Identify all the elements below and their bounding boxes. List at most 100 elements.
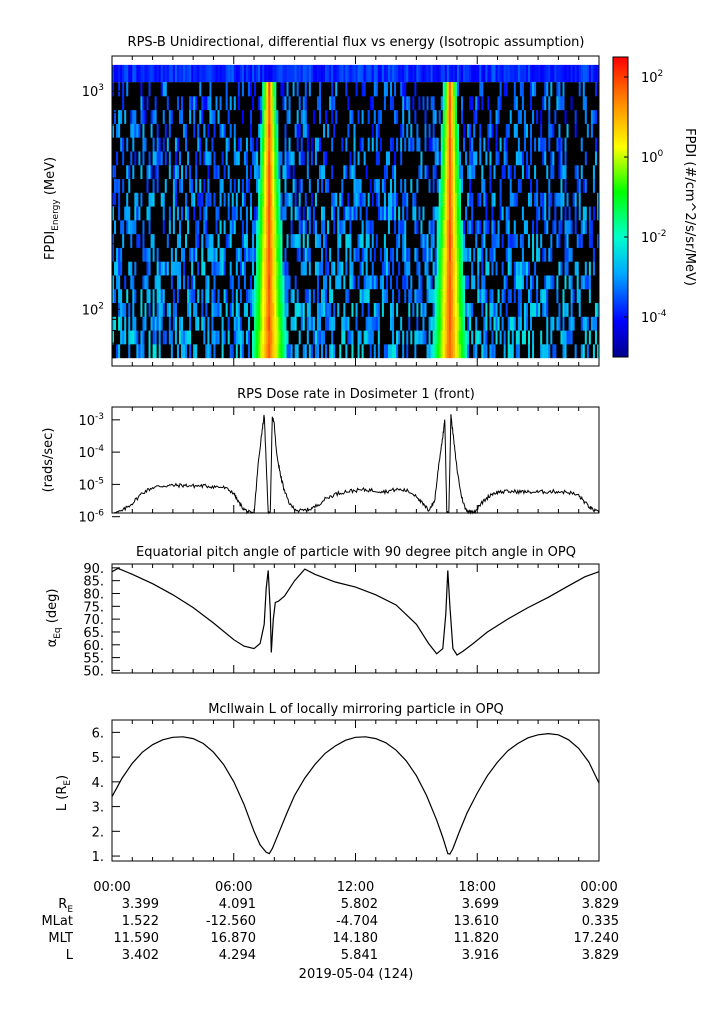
spectrogram-cell — [367, 233, 371, 248]
spectrogram-cell — [359, 288, 362, 304]
spectrogram-cell — [430, 330, 434, 345]
spectrogram-cell — [448, 137, 452, 152]
spectrogram-cell — [207, 164, 210, 180]
spectrogram-top-band-cell — [329, 64, 332, 83]
spectrogram-cell — [231, 95, 235, 111]
spectrogram-cell — [544, 206, 547, 221]
spectrogram-cell — [266, 316, 269, 331]
spectrogram-cell — [304, 247, 308, 262]
spectrogram-cell — [365, 330, 369, 345]
spectrogram-cell — [282, 206, 285, 221]
spectrogram-cell — [363, 261, 367, 276]
spectrogram-cell — [412, 82, 415, 97]
spectrogram-top-band-cell — [509, 64, 513, 83]
spectrogram-cell — [523, 206, 527, 221]
spectrogram-cell — [461, 343, 464, 359]
spectrogram-cell — [452, 288, 456, 304]
spectrogram-cell — [458, 219, 462, 235]
spectrogram-cell — [270, 261, 273, 276]
spectrogram-cell — [499, 95, 502, 111]
spectrogram-cell — [369, 233, 373, 248]
spectrogram-cell — [235, 316, 239, 331]
spectrogram-cell — [355, 302, 358, 317]
spectrogram-cell — [156, 151, 160, 166]
spectrogram-cell — [359, 330, 362, 345]
spectrogram-cell — [590, 123, 594, 138]
spectrogram-cell — [566, 82, 569, 97]
spectrogram-cell — [564, 247, 567, 262]
spectrogram-cell — [160, 137, 164, 152]
spectrogram-cell — [355, 261, 358, 276]
spectrogram-cell — [428, 275, 431, 290]
spectrogram-cell — [434, 164, 438, 180]
spectrogram-cell — [479, 95, 482, 111]
spectrogram-cell — [493, 137, 496, 152]
spectrogram-cell — [126, 123, 129, 138]
spectrogram-cell — [493, 330, 496, 345]
spectrogram-cell — [507, 261, 511, 276]
spectrogram-cell — [536, 178, 539, 193]
spectrogram-cell — [389, 233, 393, 248]
spectrogram-cell — [207, 82, 210, 97]
spectrogram-cell — [331, 206, 334, 221]
spectrogram-cell — [491, 219, 494, 235]
spectrogram-cell — [406, 206, 409, 221]
spectrogram-cell — [532, 192, 535, 207]
spectrogram-cell — [521, 302, 525, 317]
spectrogram-cell — [467, 95, 470, 111]
spectrogram-cell — [471, 151, 474, 166]
spectrogram-cell — [511, 219, 515, 235]
spectrogram-cell — [396, 95, 399, 111]
spectrogram-cell — [187, 233, 190, 248]
spectrogram-cell — [223, 164, 227, 180]
spectrogram-cell — [331, 192, 334, 207]
spectrogram-cell — [576, 164, 580, 180]
spectrogram-cell — [160, 192, 164, 207]
spectrogram-cell — [586, 151, 590, 166]
spectrogram-cell — [331, 109, 334, 124]
spectrogram-cell — [418, 206, 421, 221]
spectrogram-cell — [318, 82, 322, 97]
spectrogram-cell — [426, 288, 429, 304]
spectrogram-cell — [446, 164, 450, 180]
spectrogram-cell — [203, 123, 206, 138]
spectrogram-cell — [172, 109, 176, 124]
spectrogram-cell — [562, 123, 565, 138]
spectrogram-cell — [178, 164, 182, 180]
spectrogram-top-band-cell — [450, 64, 454, 83]
spectrogram-cell — [296, 261, 300, 276]
spectrogram-cell — [116, 82, 119, 97]
spectrogram-cell — [162, 137, 166, 152]
spectrogram-cell — [578, 343, 582, 359]
spectrogram-cell — [540, 82, 543, 97]
spectrogram-cell — [152, 302, 156, 317]
spectrogram-cell — [442, 275, 446, 290]
spectrogram-cell — [219, 288, 222, 304]
spectrogram-cell — [570, 178, 574, 193]
spectrogram-cell — [467, 164, 470, 180]
spectrogram-cell — [538, 137, 541, 152]
spectrogram-cell — [582, 151, 586, 166]
spectrogram-cell — [223, 123, 227, 138]
spectrogram-cell — [436, 137, 440, 152]
spectrogram-cell — [148, 316, 151, 331]
spectrogram-cell — [136, 302, 139, 317]
spectrogram-cell — [323, 316, 326, 331]
spectrogram-cell — [195, 219, 198, 235]
spectrogram-cell — [485, 123, 488, 138]
spectrogram-cell — [349, 288, 352, 304]
spectrogram-cell — [479, 288, 482, 304]
spectrogram-cell — [408, 95, 411, 111]
spectrogram-cell — [314, 151, 318, 166]
spectrogram-cell — [424, 233, 427, 248]
spectrogram-cell — [187, 316, 190, 331]
spectrogram-cell — [432, 330, 436, 345]
spectrogram-cell — [245, 206, 249, 221]
spectrogram-cell — [412, 261, 415, 276]
spectrogram-cell — [333, 192, 336, 207]
spectrogram-cell — [298, 82, 302, 97]
spectrogram-cell — [152, 275, 156, 290]
spectrogram-cell — [211, 233, 214, 248]
spectrogram-cell — [373, 123, 377, 138]
spectrogram-cell — [130, 151, 133, 166]
